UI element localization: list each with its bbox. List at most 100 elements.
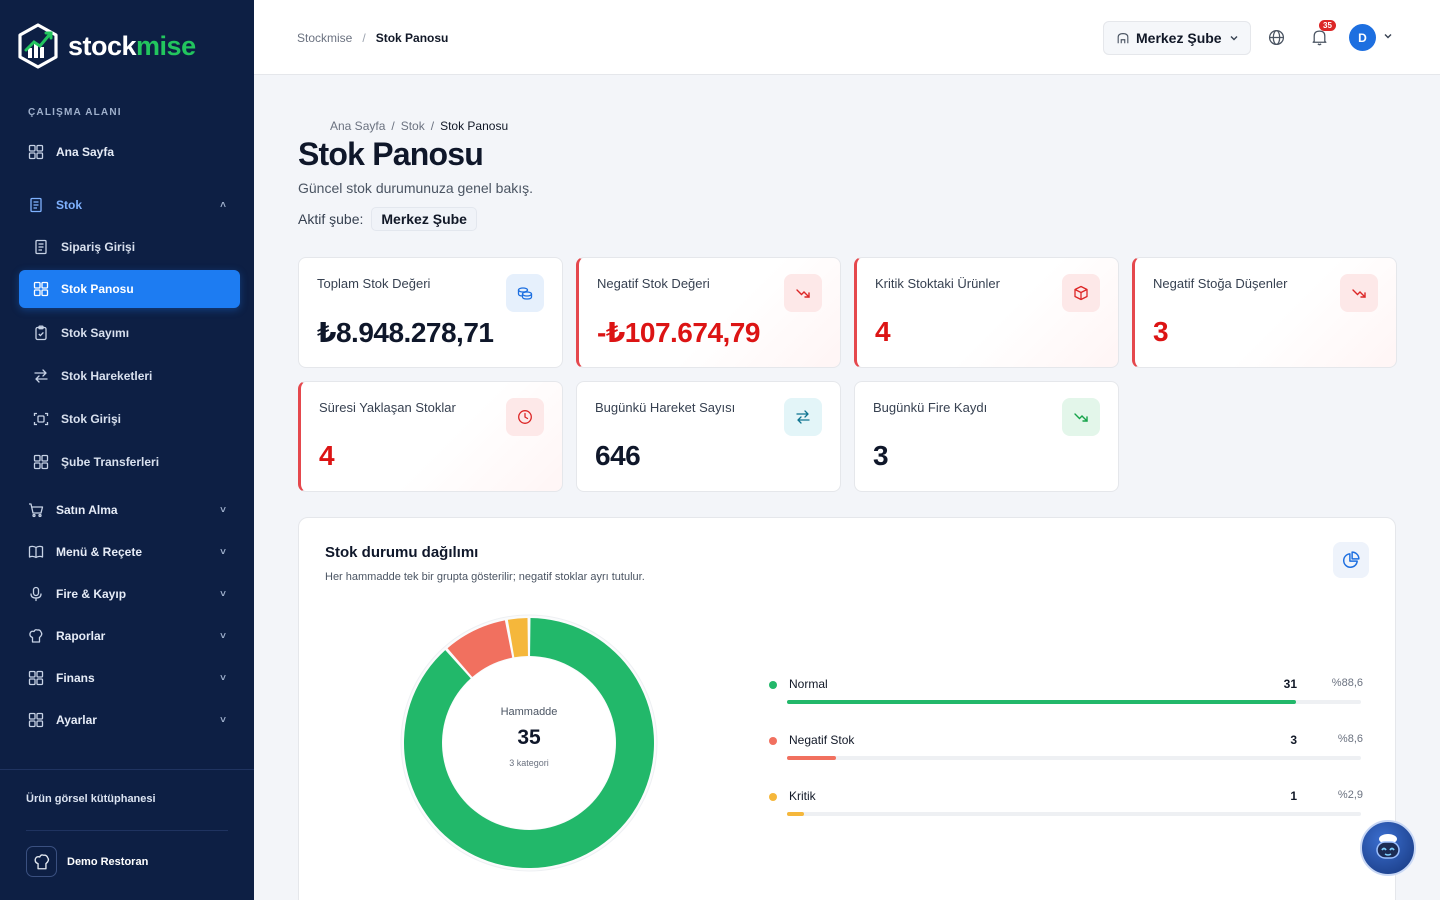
chevron-down-icon[interactable] xyxy=(1382,30,1394,42)
chevron-down-icon: ˅ xyxy=(220,630,226,642)
kpi-value: 3 xyxy=(873,440,889,471)
sidebar-item-label: Finans xyxy=(56,671,95,685)
sidebar-section-label: ÇALIŞMA ALANI xyxy=(28,107,122,118)
sidebar-item-finans[interactable]: Finans ˅ xyxy=(0,659,254,697)
chevron-up-icon: ˄ xyxy=(220,199,226,211)
legend-count: 31 xyxy=(1283,677,1297,691)
kpi-label: Toplam Stok Değeri xyxy=(317,276,431,291)
breadcrumb-separator: / xyxy=(430,119,435,133)
legend-name: Normal xyxy=(789,677,828,691)
sidebar-item-home[interactable]: Ana Sayfa xyxy=(0,133,254,171)
donut-slice-normal[interactable] xyxy=(404,618,654,868)
cart-icon xyxy=(29,503,44,518)
sidebar-item-stok-panosu[interactable]: Stok Panosu xyxy=(19,270,240,308)
legend-name: Kritik xyxy=(789,789,816,803)
kpi-card-expiring-stock[interactable]: Süresi Yaklaşan Stoklar 4 xyxy=(298,381,563,492)
sidebar-item-label: Stok xyxy=(56,198,83,212)
sidebar-item-raporlar[interactable]: Raporlar ˅ xyxy=(0,617,254,655)
sidebar-item-label: Stok Sayımı xyxy=(61,326,130,340)
sidebar-item-satin-alma[interactable]: Satın Alma ˅ xyxy=(0,491,254,529)
kpi-value: -₺107.674,79 xyxy=(597,317,760,348)
kpi-value: 646 xyxy=(595,440,641,471)
donut-slice-kritik[interactable] xyxy=(507,618,528,658)
kpi-card-negative-stock-value[interactable]: Negatif Stok Değeri -₺107.674,79 xyxy=(576,257,841,368)
kpi-card-total-stock-value[interactable]: Toplam Stok Değeri ₺8.948.278,71 xyxy=(298,257,563,368)
document-icon xyxy=(30,197,42,213)
breadcrumb-current: Stok Panosu xyxy=(440,119,509,133)
active-branch-chip: Merkez Şube xyxy=(371,207,477,231)
arrows-swap-icon xyxy=(34,369,48,383)
legend-dot xyxy=(769,737,777,745)
sidebar-item-label: Stok Panosu xyxy=(61,282,134,296)
bell-icon[interactable] xyxy=(1311,28,1328,46)
grid-icon xyxy=(28,670,44,686)
kpi-label: Negatif Stok Değeri xyxy=(597,276,710,291)
breadcrumb-separator: / xyxy=(391,119,395,133)
kpi-card-fell-negative[interactable]: Negatif Stoğa Düşenler 3 xyxy=(1132,257,1397,368)
coins-icon xyxy=(506,274,544,312)
stock-distribution-panel: Stok durumu dağılımı Her hammadde tek bi… xyxy=(298,517,1396,900)
sidebar-divider xyxy=(0,769,254,770)
book-icon xyxy=(28,545,44,559)
legend-dot xyxy=(769,793,777,801)
donut-chart xyxy=(400,614,658,872)
kpi-label: Negatif Stoğa Düşenler xyxy=(1153,276,1288,291)
sidebar-item-stok-sayimi[interactable]: Stok Sayımı xyxy=(19,314,240,352)
avatar[interactable]: D xyxy=(1349,24,1376,51)
sidebar-item-stok-hareketleri[interactable]: Stok Hareketleri xyxy=(19,357,240,395)
breadcrumb-separator: / xyxy=(362,31,366,45)
legend-track xyxy=(787,700,1361,704)
active-branch: Aktif şube: Merkez Şube xyxy=(298,207,477,231)
page-title: Stok Panosu xyxy=(298,136,484,172)
branch-selector[interactable]: Merkez Şube xyxy=(1103,21,1251,55)
breadcrumb-item[interactable]: Stok xyxy=(400,119,425,133)
sidebar-item-stok[interactable]: Stok ˄ xyxy=(0,186,254,224)
sidebar-item-label: Satın Alma xyxy=(56,503,118,517)
kpi-value: 4 xyxy=(875,316,891,347)
sidebar-item-siparis-girisi[interactable]: Sipariş Girişi xyxy=(19,228,240,266)
product-image-library-link[interactable]: Ürün görsel kütüphanesi xyxy=(26,793,156,805)
breadcrumb: Stockmise / Stok Panosu xyxy=(297,31,448,45)
kpi-card-today-waste[interactable]: Bugünkü Fire Kaydı 3 xyxy=(854,381,1119,492)
chevron-down-icon: ˅ xyxy=(220,504,226,516)
panel-title: Stok durumu dağılımı xyxy=(325,544,479,561)
legend-track xyxy=(787,812,1361,816)
assistant-bot-button[interactable] xyxy=(1360,820,1416,876)
legend-percent: %88,6 xyxy=(1331,677,1363,689)
grid-icon xyxy=(33,454,49,470)
restaurant-switcher[interactable]: Demo Restoran xyxy=(26,846,148,877)
donut-slice-negatif-stok[interactable] xyxy=(447,620,513,678)
breadcrumb-current: Stok Panosu xyxy=(375,31,449,45)
sidebar-item-ayarlar[interactable]: Ayarlar ˅ xyxy=(0,701,254,739)
chevron-down-icon: ˅ xyxy=(220,714,226,726)
sidebar-item-menu-recete[interactable]: Menü & Reçete ˅ xyxy=(0,533,254,571)
sidebar-item-stok-girisi[interactable]: Stok Girişi xyxy=(19,400,240,438)
chef-hat-icon xyxy=(26,846,57,877)
donut-center: Hammadde 35 3 kategori xyxy=(459,706,599,768)
sidebar-item-sube-transferleri[interactable]: Şube Transferleri xyxy=(19,443,240,481)
logo-text: stockmise xyxy=(68,30,196,61)
kpi-card-today-movements[interactable]: Bugünkü Hareket Sayısı 646 xyxy=(576,381,841,492)
kpi-card-critical-stock[interactable]: Kritik Stoktaki Ürünler 4 xyxy=(854,257,1119,368)
page-breadcrumb: Ana Sayfa / Stok / Stok Panosu xyxy=(330,119,508,133)
app-logo[interactable]: stockmise xyxy=(16,22,196,70)
legend-count: 1 xyxy=(1290,789,1297,803)
pie-chart-icon[interactable] xyxy=(1333,542,1369,578)
scan-icon xyxy=(33,412,49,426)
breadcrumb-root[interactable]: Stockmise xyxy=(297,31,353,45)
trending-down-icon xyxy=(784,274,822,312)
sidebar-item-label: Stok Hareketleri xyxy=(61,369,153,383)
grid-icon xyxy=(33,281,49,297)
sidebar-item-label: Ana Sayfa xyxy=(56,145,115,159)
globe-icon[interactable] xyxy=(1268,29,1285,46)
kpi-label: Bugünkü Fire Kaydı xyxy=(873,400,988,415)
kpi-value: ₺8.948.278,71 xyxy=(317,317,494,348)
sidebar-item-label: Menü & Reçete xyxy=(56,545,143,559)
breadcrumb-item[interactable]: Ana Sayfa xyxy=(330,119,386,133)
sidebar-item-fire-kayip[interactable]: Fire & Kayıp ˅ xyxy=(0,575,254,613)
grid-icon xyxy=(28,144,44,160)
logo-icon xyxy=(18,23,58,69)
chevron-down-icon: ˅ xyxy=(220,546,226,558)
kpi-value: 4 xyxy=(319,440,335,471)
kpi-label: Süresi Yaklaşan Stoklar xyxy=(319,400,456,415)
